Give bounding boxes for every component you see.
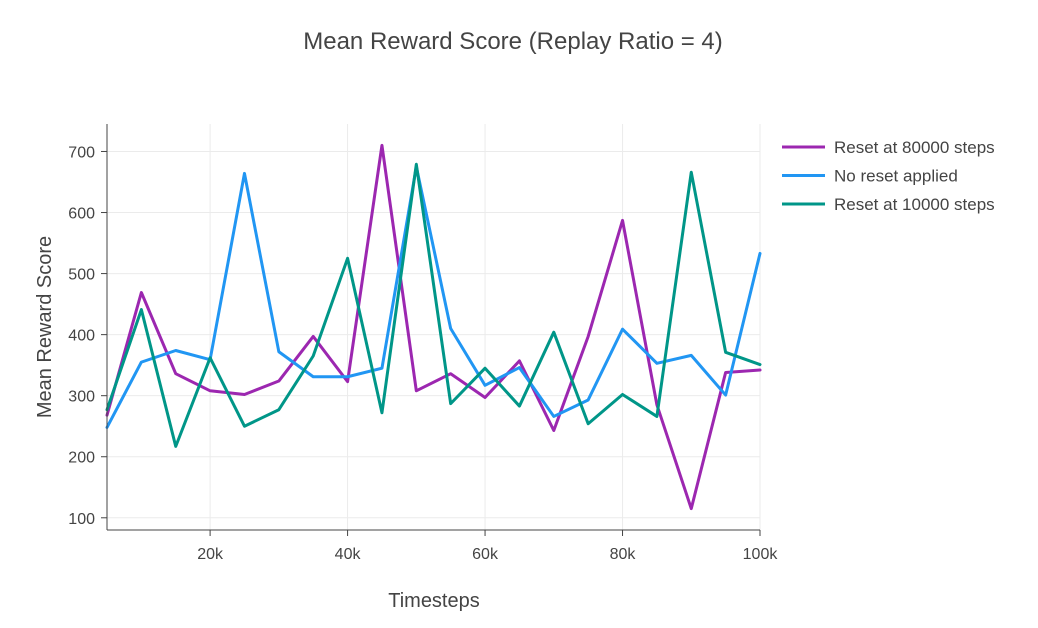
y-tick-label: 300 bbox=[68, 389, 95, 406]
data-point bbox=[621, 393, 624, 396]
data-point bbox=[277, 350, 280, 353]
axes bbox=[106, 124, 760, 531]
y-axis-title: Mean Reward Score bbox=[34, 236, 56, 418]
y-tick-label: 200 bbox=[68, 450, 95, 467]
data-point bbox=[174, 372, 177, 375]
legend-item[interactable]: Reset at 10000 steps bbox=[782, 195, 995, 214]
data-point bbox=[690, 507, 693, 510]
data-point bbox=[243, 425, 246, 428]
x-tick-label: 100k bbox=[743, 546, 779, 563]
data-point bbox=[380, 144, 383, 147]
x-tick-label: 20k bbox=[197, 546, 224, 563]
y-axis-ticks: 100 200 300 400 500 600 700 bbox=[68, 144, 107, 528]
x-tick-label: 80k bbox=[610, 546, 637, 563]
data-point bbox=[209, 356, 212, 359]
data-point bbox=[587, 422, 590, 425]
series-no-reset-applied bbox=[105, 165, 762, 429]
data-point bbox=[140, 308, 143, 311]
y-tick-label: 100 bbox=[68, 511, 95, 528]
x-axis-title: Timesteps bbox=[388, 590, 480, 612]
series-line-reset-at-10000-steps bbox=[105, 162, 762, 448]
data-point bbox=[518, 405, 521, 408]
series-line-no-reset-applied bbox=[105, 165, 762, 429]
data-point bbox=[380, 367, 383, 370]
series-lines bbox=[105, 143, 762, 511]
data-point bbox=[140, 361, 143, 364]
legend-item[interactable]: Reset at 80000 steps bbox=[782, 138, 995, 157]
data-point bbox=[587, 335, 590, 338]
y-tick-label: 600 bbox=[68, 206, 95, 223]
data-point bbox=[449, 402, 452, 405]
series-reset-at-80000-steps bbox=[105, 143, 762, 511]
legend-item[interactable]: No reset applied bbox=[782, 167, 958, 186]
data-point bbox=[243, 172, 246, 175]
data-point bbox=[655, 362, 658, 365]
data-point bbox=[484, 384, 487, 387]
data-point bbox=[277, 380, 280, 383]
data-point bbox=[174, 445, 177, 448]
data-point bbox=[346, 257, 349, 260]
data-point bbox=[415, 389, 418, 392]
data-point bbox=[312, 355, 315, 358]
data-point bbox=[690, 171, 693, 174]
data-point bbox=[621, 219, 624, 222]
data-point bbox=[518, 366, 521, 369]
series-reset-at-10000-steps bbox=[105, 162, 762, 448]
x-tick-label: 60k bbox=[472, 546, 499, 563]
y-tick-label: 500 bbox=[68, 267, 95, 284]
data-point bbox=[209, 389, 212, 392]
data-point bbox=[312, 335, 315, 338]
data-point bbox=[346, 380, 349, 383]
data-point bbox=[724, 394, 727, 397]
legend-label: Reset at 80000 steps bbox=[834, 138, 995, 157]
grid bbox=[107, 124, 761, 530]
data-point bbox=[587, 398, 590, 401]
data-point bbox=[484, 396, 487, 399]
x-tick-label: 40k bbox=[335, 546, 362, 563]
data-point bbox=[552, 331, 555, 334]
chart-title: Mean Reward Score (Replay Ratio = 4) bbox=[303, 28, 723, 55]
data-point bbox=[724, 351, 727, 354]
data-point bbox=[312, 375, 315, 378]
legend-label: Reset at 10000 steps bbox=[834, 195, 995, 214]
data-point bbox=[552, 415, 555, 418]
data-point bbox=[415, 163, 418, 166]
data-point bbox=[759, 369, 762, 372]
series-line-reset-at-80000-steps bbox=[105, 143, 762, 511]
data-point bbox=[277, 408, 280, 411]
x-axis-ticks: 20k 40k 60k 80k 100k bbox=[197, 530, 778, 563]
legend[interactable]: Reset at 80000 steps No reset applied Rese… bbox=[782, 138, 995, 214]
data-point bbox=[690, 354, 693, 357]
legend-label: No reset applied bbox=[834, 167, 958, 186]
data-point bbox=[759, 363, 762, 366]
data-point bbox=[655, 415, 658, 418]
data-point bbox=[140, 291, 143, 294]
data-point bbox=[724, 371, 727, 374]
data-point bbox=[552, 429, 555, 432]
data-point bbox=[346, 375, 349, 378]
data-point bbox=[243, 393, 246, 396]
data-point bbox=[759, 252, 762, 255]
data-point bbox=[449, 372, 452, 375]
y-tick-label: 400 bbox=[68, 328, 95, 345]
y-tick-label: 700 bbox=[68, 144, 95, 161]
data-point bbox=[380, 411, 383, 414]
data-point bbox=[449, 327, 452, 330]
data-point bbox=[518, 359, 521, 362]
data-point bbox=[621, 328, 624, 331]
data-point bbox=[484, 367, 487, 370]
data-point bbox=[174, 349, 177, 352]
